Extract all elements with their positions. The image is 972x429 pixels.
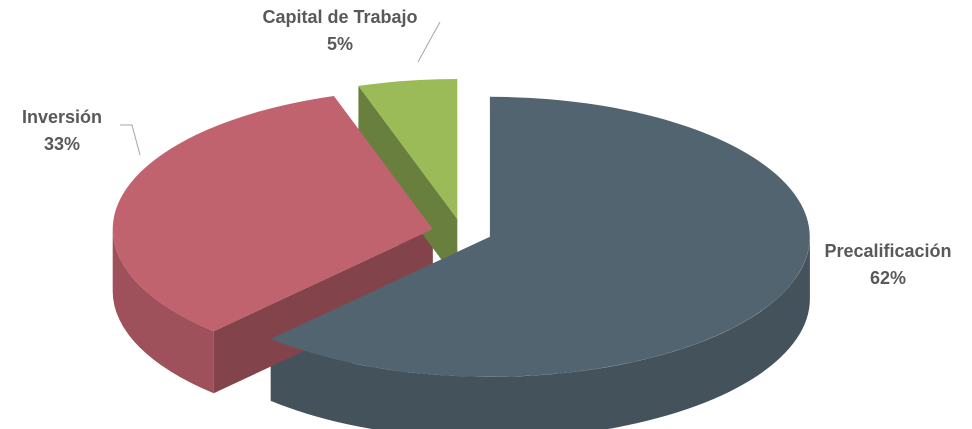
value-label: 62% <box>870 268 906 288</box>
value-label: 33% <box>44 134 80 154</box>
leader-line <box>120 124 141 156</box>
pie-slice <box>112 96 433 332</box>
category-label: Inversión <box>22 107 102 127</box>
pie-slice <box>358 79 458 220</box>
outer-wall <box>270 236 810 429</box>
radial-wall <box>213 229 433 394</box>
category-label: Precalificación <box>824 241 951 261</box>
pie-slice <box>270 96 810 377</box>
outer-wall <box>112 229 214 394</box>
radial-wall <box>358 85 458 282</box>
value-label: 5% <box>327 34 353 54</box>
leader-line <box>417 21 441 63</box>
top-faces <box>112 79 810 377</box>
category-label: Capital de Trabajo <box>262 7 417 27</box>
